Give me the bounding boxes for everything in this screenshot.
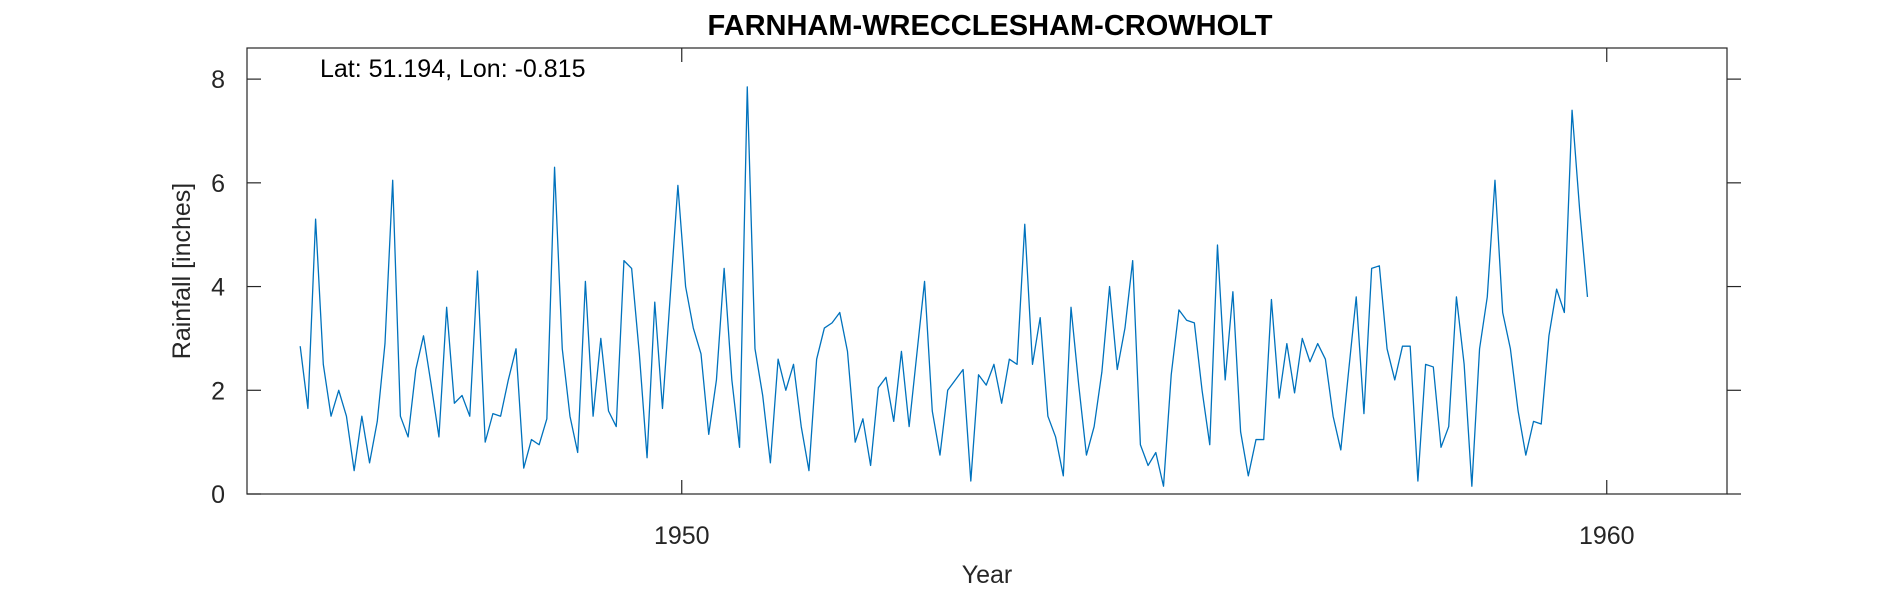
y-tick-label: 0: [211, 481, 225, 509]
axis-ticks: [247, 48, 1741, 495]
rainfall-series-line: [299, 86, 1589, 487]
axis-tick-labels: 0 2 4 6 8 1950 1960: [211, 66, 1634, 550]
x-tick-label: 1950: [654, 522, 710, 550]
y-tick-label: 8: [211, 66, 225, 94]
y-axis-label: Rainfall [inches]: [168, 183, 196, 359]
y-tick-label: 4: [211, 274, 225, 302]
location-annotation: Lat: 51.194, Lon: -0.815: [320, 55, 586, 83]
x-tick-label: 1960: [1579, 522, 1635, 550]
y-tick-label: 2: [211, 377, 225, 405]
x-axis-label: Year: [962, 561, 1013, 589]
plot-frame: [246, 47, 1728, 495]
y-tick-label: 6: [211, 170, 225, 198]
chart-title: FARNHAM-WRECCLESHAM-CROWHOLT: [708, 10, 1273, 42]
